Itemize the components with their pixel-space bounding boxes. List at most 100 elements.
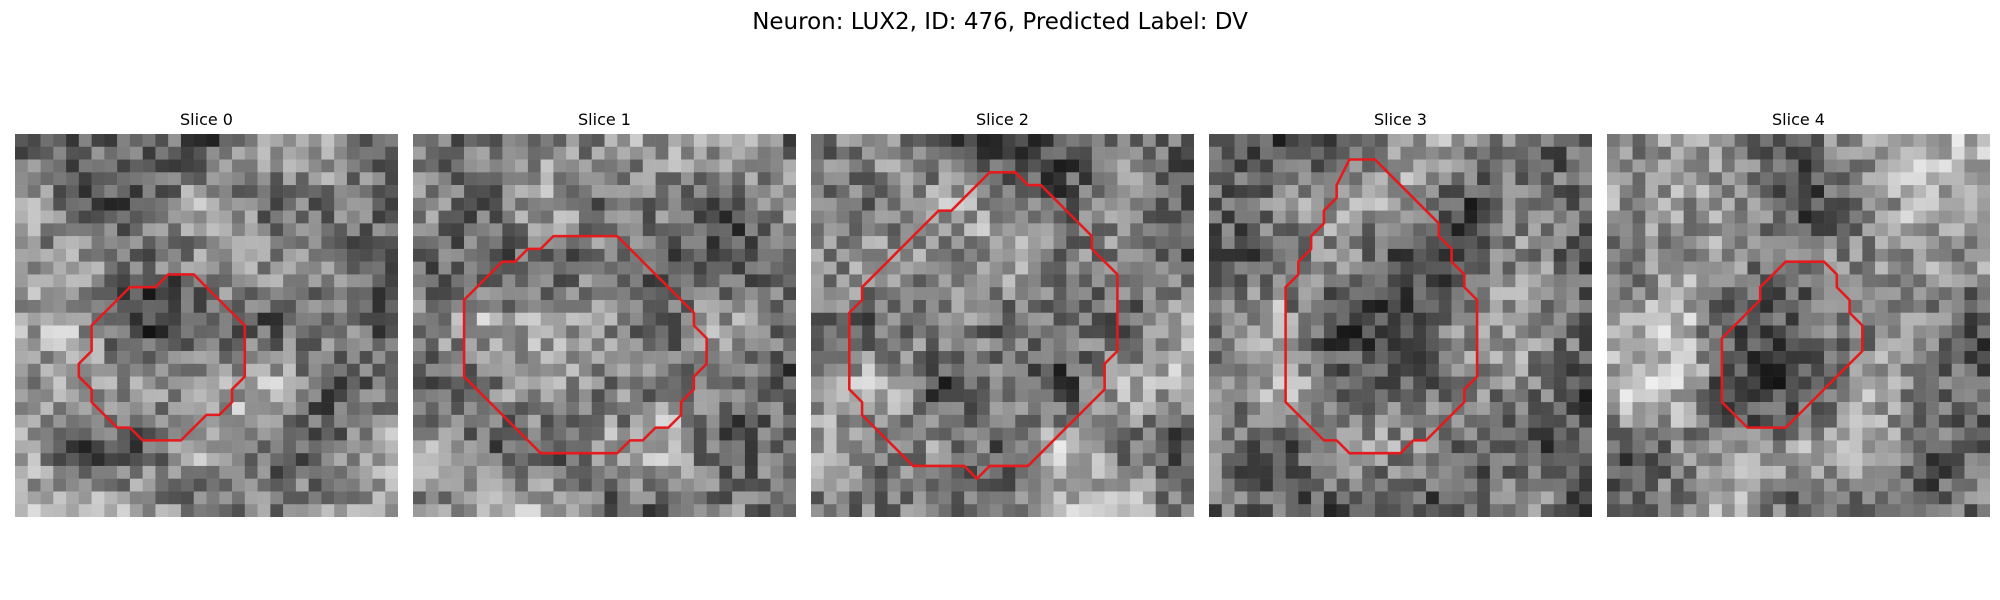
image-pixel <box>438 312 452 326</box>
image-pixel <box>1091 134 1105 148</box>
image-pixel <box>359 338 373 352</box>
image-pixel <box>1002 504 1016 517</box>
image-pixel <box>438 248 452 262</box>
image-pixel <box>464 134 478 148</box>
image-pixel <box>1645 287 1659 301</box>
image-pixel <box>1824 389 1838 403</box>
image-pixel <box>1734 236 1748 250</box>
image-pixel <box>1579 197 1592 211</box>
image-pixel <box>1502 351 1516 365</box>
image-pixel <box>232 453 246 467</box>
image-pixel <box>938 274 952 288</box>
image-pixel <box>1862 248 1876 262</box>
image-pixel <box>938 453 952 467</box>
image-pixel <box>1374 312 1388 326</box>
image-pixel <box>811 261 825 275</box>
image-pixel <box>1670 351 1684 365</box>
image-pixel <box>913 453 927 467</box>
image-pixel <box>681 312 695 326</box>
image-pixel <box>951 504 965 517</box>
image-pixel <box>900 287 914 301</box>
image-pixel <box>1323 261 1337 275</box>
image-pixel <box>823 287 837 301</box>
image-pixel <box>1221 185 1235 199</box>
image-pixel <box>1607 210 1621 224</box>
image-pixel <box>1091 491 1105 505</box>
image-pixel <box>976 504 990 517</box>
image-pixel <box>1502 325 1516 339</box>
image-pixel <box>642 325 656 339</box>
image-pixel <box>15 236 29 250</box>
image-pixel <box>438 287 452 301</box>
image-pixel <box>1734 159 1748 173</box>
image-pixel <box>1951 185 1965 199</box>
image-pixel <box>1362 185 1376 199</box>
image-pixel <box>1168 197 1182 211</box>
image-pixel <box>78 491 92 505</box>
image-pixel <box>578 146 592 160</box>
image-pixel <box>1645 376 1659 390</box>
image-pixel <box>1811 197 1825 211</box>
image-pixel <box>515 478 529 492</box>
image-pixel <box>1670 261 1684 275</box>
image-pixel <box>129 210 143 224</box>
image-pixel <box>989 287 1003 301</box>
image-pixel <box>1566 414 1580 428</box>
image-pixel <box>823 453 837 467</box>
image-pixel <box>849 478 863 492</box>
image-pixel <box>129 504 143 517</box>
image-pixel <box>642 287 656 301</box>
image-pixel <box>515 504 529 517</box>
image-pixel <box>1040 312 1054 326</box>
image-pixel <box>27 274 41 288</box>
image-pixel <box>257 338 271 352</box>
image-pixel <box>40 197 54 211</box>
image-pixel <box>1336 146 1350 160</box>
image-pixel <box>1862 465 1876 479</box>
image-pixel <box>1645 146 1659 160</box>
image-pixel <box>770 491 784 505</box>
image-pixel <box>1683 261 1697 275</box>
image-pixel <box>811 287 825 301</box>
image-pixel <box>1709 236 1723 250</box>
image-pixel <box>1658 427 1672 441</box>
image-pixel <box>1260 427 1274 441</box>
image-pixel <box>1181 325 1194 339</box>
image-pixel <box>193 287 207 301</box>
image-pixel <box>1515 223 1529 237</box>
image-pixel <box>1579 261 1592 275</box>
image-pixel <box>1002 389 1016 403</box>
image-pixel <box>1002 440 1016 454</box>
image-pixel <box>757 414 771 428</box>
image-pixel <box>1540 478 1554 492</box>
image-pixel <box>951 185 965 199</box>
image-pixel <box>1553 478 1567 492</box>
image-pixel <box>1747 287 1761 301</box>
image-pixel <box>744 351 758 365</box>
image-pixel <box>219 223 233 237</box>
image-pixel <box>334 134 348 148</box>
image-pixel <box>244 261 258 275</box>
image-pixel <box>321 172 335 186</box>
image-pixel <box>744 363 758 377</box>
image-pixel <box>117 185 131 199</box>
image-pixel <box>655 351 669 365</box>
image-pixel <box>1747 465 1761 479</box>
image-pixel <box>1760 159 1774 173</box>
image-pixel <box>1721 248 1735 262</box>
image-pixel <box>1632 363 1646 377</box>
image-pixel <box>1887 325 1901 339</box>
image-pixel <box>1091 197 1105 211</box>
image-pixel <box>693 159 707 173</box>
image-pixel <box>1836 325 1850 339</box>
image-pixel <box>1142 299 1156 313</box>
image-pixel <box>1464 325 1478 339</box>
image-pixel <box>155 197 169 211</box>
image-pixel <box>1619 478 1633 492</box>
image-pixel <box>1209 274 1223 288</box>
image-pixel <box>1875 376 1889 390</box>
image-pixel <box>783 210 796 224</box>
image-pixel <box>1696 185 1710 199</box>
image-pixel <box>862 363 876 377</box>
image-pixel <box>206 465 220 479</box>
